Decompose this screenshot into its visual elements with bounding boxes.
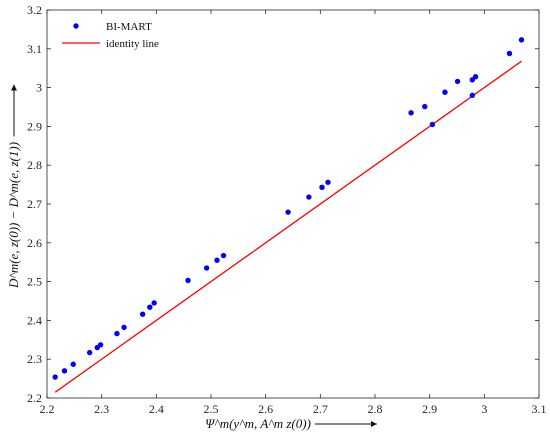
x-tick-label: 2.6 (258, 402, 273, 416)
x-tick-label: 2.9 (422, 402, 437, 416)
data-point (114, 330, 120, 337)
data-point (214, 257, 220, 263)
y-tick-label: 2.6 (27, 236, 42, 250)
x-tick-label: 3 (481, 402, 487, 416)
legend-marker-bimart (73, 23, 79, 29)
data-point (151, 300, 157, 306)
x-tick-label: 2.4 (149, 402, 164, 416)
y-tick-label: 2.8 (27, 158, 42, 172)
data-point (61, 368, 68, 374)
y-tick-label: 2.9 (27, 119, 42, 133)
data-point (86, 349, 93, 356)
y-tick-label: 3.2 (27, 3, 42, 17)
legend-label-identity: identity line (106, 38, 159, 50)
x-tick-label: 3.1 (532, 402, 547, 416)
y-axis-arrowhead (11, 84, 17, 91)
data-point (139, 311, 146, 317)
y-tick-label: 3.1 (27, 42, 42, 56)
x-tick-label: 2.8 (368, 402, 383, 416)
x-tick-label: 2.3 (94, 402, 109, 416)
data-point (422, 103, 428, 110)
data-point (518, 37, 525, 43)
data-point (70, 361, 76, 367)
y-tick-label: 2.4 (27, 313, 42, 327)
y-tick-label: 2.2 (27, 391, 42, 405)
legend-label-bimart: BI-MART (106, 21, 152, 33)
data-point (97, 342, 104, 348)
data-point (469, 92, 476, 99)
data-point (306, 194, 312, 200)
data-point (185, 277, 191, 284)
data-point (285, 209, 291, 215)
identity-line (54, 60, 522, 393)
data-point (454, 78, 461, 85)
data-point (429, 121, 436, 128)
data-point (203, 265, 210, 271)
data-point (442, 89, 448, 95)
y-axis-label: D^m(e, z(0)) − D^m(e, z(1)) (6, 142, 21, 289)
data-point (506, 50, 513, 57)
x-tick-label: 2.2 (40, 402, 55, 416)
x-tick-label: 2.5 (204, 402, 219, 416)
data-point (52, 374, 58, 380)
y-tick-label: 2.3 (27, 352, 42, 366)
data-point (220, 252, 227, 259)
x-axis-label: Ψ^m(y^m, A^m z(0)) (205, 416, 311, 431)
data-point (121, 324, 127, 331)
data-point (147, 304, 153, 310)
plot-area: 2.2 2.3 2.4 2.5 2.6 2.7 2.8 2.9 3 3.1 2.2 2.3 2.4 2.5… (6, 3, 547, 431)
legend-box (58, 15, 176, 53)
y-tick-label: 2.7 (27, 197, 42, 211)
data-point (325, 179, 331, 185)
data-point (472, 74, 479, 80)
data-point (319, 184, 325, 191)
y-tick-label: 2.5 (27, 275, 42, 289)
x-axis-arrowhead (370, 421, 377, 427)
x-tick-label: 2.7 (313, 402, 328, 416)
data-point (408, 110, 414, 116)
y-tick-label: 3 (36, 81, 42, 95)
